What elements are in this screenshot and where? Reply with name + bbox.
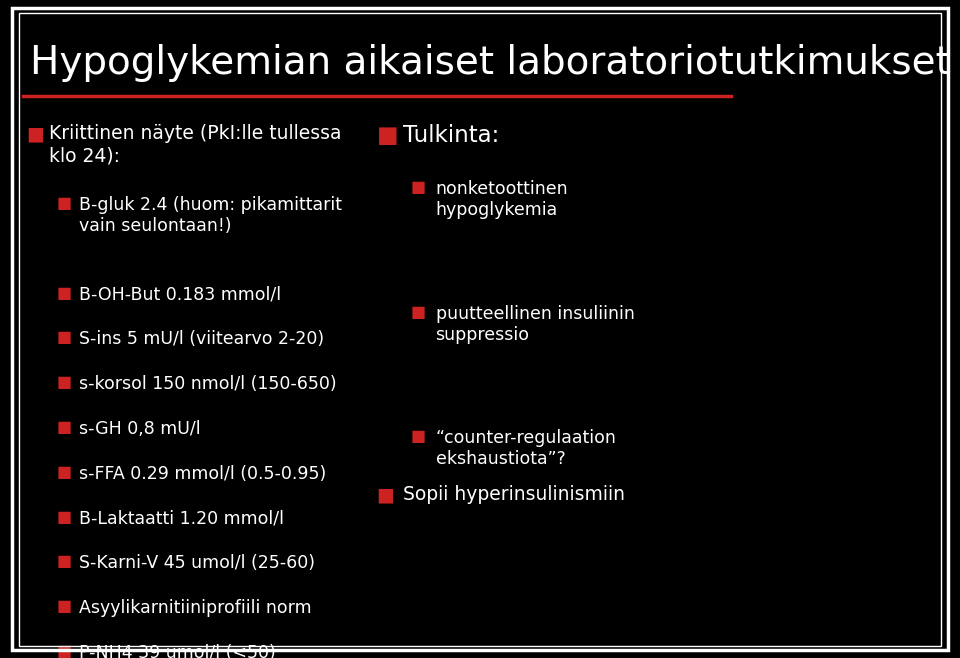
Text: “counter-regulaation
ekshaustiota”?: “counter-regulaation ekshaustiota”? [436, 430, 616, 468]
Text: s-GH 0,8 mU/l: s-GH 0,8 mU/l [79, 420, 201, 438]
Text: ■: ■ [57, 465, 72, 480]
Text: Sopii hyperinsulinismiin: Sopii hyperinsulinismiin [403, 486, 625, 505]
Text: s-FFA 0.29 mmol/l (0.5-0.95): s-FFA 0.29 mmol/l (0.5-0.95) [79, 465, 326, 483]
Text: ■: ■ [57, 599, 72, 615]
Text: ■: ■ [376, 486, 395, 505]
Text: Hypoglykemian aikaiset laboratoriotutkimukset: Hypoglykemian aikaiset laboratoriotutkim… [30, 43, 951, 82]
Text: B-gluk 2.4 (huom: pikamittarit
vain seulontaan!): B-gluk 2.4 (huom: pikamittarit vain seul… [79, 196, 342, 235]
Text: S-Karni-V 45 umol/l (25-60): S-Karni-V 45 umol/l (25-60) [79, 555, 315, 572]
Text: P-NH4 39 umol/l (<50): P-NH4 39 umol/l (<50) [79, 644, 276, 658]
Text: B-Laktaatti 1.20 mmol/l: B-Laktaatti 1.20 mmol/l [79, 510, 284, 528]
Text: ■: ■ [411, 430, 426, 444]
Text: ■: ■ [57, 330, 72, 345]
Text: ■: ■ [57, 286, 72, 301]
Text: Kriittinen näyte (PkI:lle tullessa
klo 24):: Kriittinen näyte (PkI:lle tullessa klo 2… [49, 124, 342, 165]
Text: ■: ■ [411, 305, 426, 320]
Text: ■: ■ [57, 644, 72, 658]
Text: ■: ■ [57, 555, 72, 569]
Text: S-ins 5 mU/l (viitearvo 2-20): S-ins 5 mU/l (viitearvo 2-20) [79, 330, 324, 349]
Text: nonketoottinen
hypoglykemia: nonketoottinen hypoglykemia [436, 180, 568, 219]
Text: s-korsol 150 nmol/l (150-650): s-korsol 150 nmol/l (150-650) [79, 375, 337, 393]
Text: ■: ■ [26, 124, 44, 143]
Text: ■: ■ [411, 180, 426, 195]
Text: B-OH-But 0.183 mmol/l: B-OH-But 0.183 mmol/l [79, 286, 281, 303]
Text: Asyylikarnitiiniprofiili norm: Asyylikarnitiiniprofiili norm [79, 599, 312, 617]
Text: ■: ■ [376, 124, 398, 147]
Text: puutteellinen insuliinin
suppressio: puutteellinen insuliinin suppressio [436, 305, 635, 343]
Text: ■: ■ [57, 510, 72, 524]
Text: Tulkinta:: Tulkinta: [403, 124, 499, 147]
Text: ■: ■ [57, 375, 72, 390]
Text: ■: ■ [57, 420, 72, 435]
Text: ■: ■ [57, 196, 72, 211]
